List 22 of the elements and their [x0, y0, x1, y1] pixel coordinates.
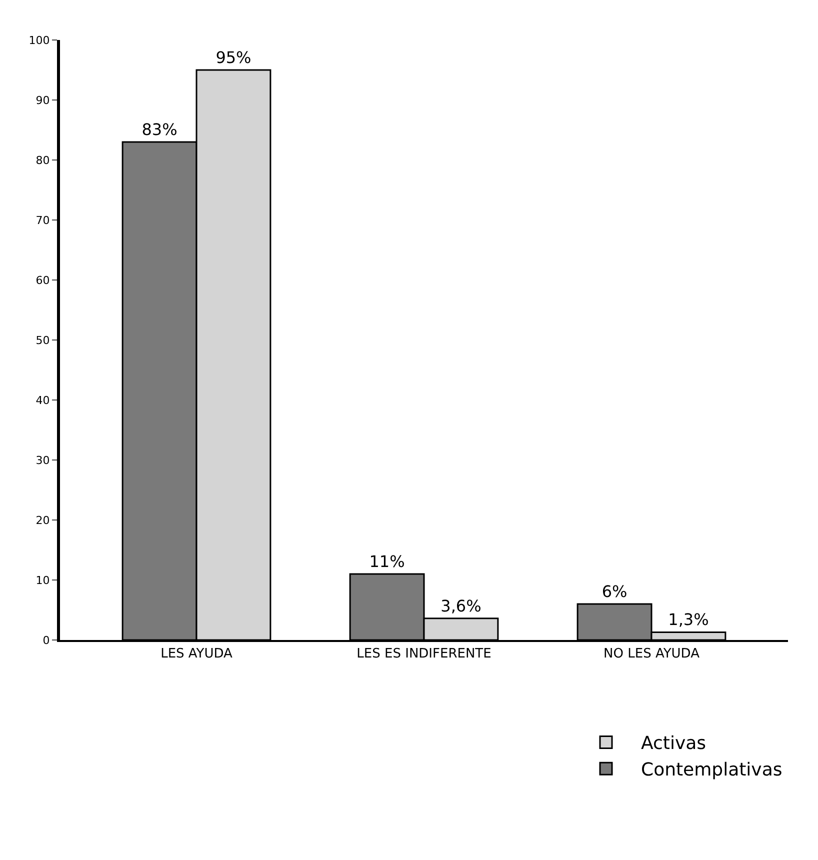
data-label: 11%	[369, 552, 405, 571]
y-tick-label: 10	[36, 574, 50, 587]
y-tick-label: 30	[36, 454, 50, 467]
y-tick-label: 70	[36, 214, 50, 227]
x-tick-label: LES AYUDA	[160, 646, 233, 662]
x-tick-label: NO LES AYUDA	[604, 646, 700, 662]
legend-label: Contemplativas	[641, 760, 782, 781]
data-label: 1,3%	[668, 610, 709, 630]
y-tick-label: 50	[36, 334, 50, 347]
data-label: 6%	[602, 582, 628, 601]
y-tick-label: 20	[36, 514, 50, 527]
y-tick-label: 0	[42, 634, 50, 647]
y-tick-label: 60	[36, 274, 50, 287]
legend-label: Activas	[641, 733, 706, 754]
y-tick-label: 90	[36, 94, 50, 107]
data-label: 95%	[216, 48, 252, 67]
y-tick-label: 80	[36, 154, 50, 167]
y-tick-label: 100	[28, 34, 50, 47]
x-tick-label: LES ES INDIFERENTE	[356, 646, 492, 662]
data-label: 83%	[142, 120, 178, 139]
data-label: 3,6%	[440, 596, 482, 616]
y-tick-label: 40	[36, 394, 50, 407]
